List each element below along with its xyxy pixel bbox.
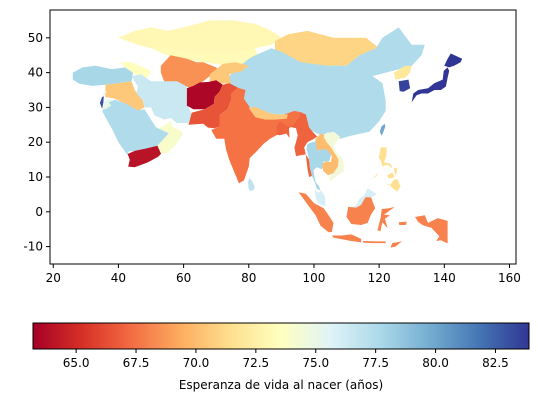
region-taiwan[interactable] (379, 123, 386, 136)
colorbar-ticks: 65.0 67.5 70.0 72.5 75.0 77.5 80.0 82.5 (63, 349, 509, 370)
colorbar-tick-label: 77.5 (362, 356, 389, 370)
region-japan[interactable] (411, 53, 463, 103)
colorbar-tick-label: 70.0 (183, 356, 210, 370)
region-turkmenistan-uzbek[interactable] (160, 55, 220, 89)
region-nepal-bhutan[interactable] (248, 106, 288, 120)
colorbar (32, 322, 530, 350)
region-vietnam[interactable] (323, 132, 345, 182)
x-tick-label: 100 (303, 271, 326, 285)
x-tick-label: 120 (368, 271, 391, 285)
region-iran[interactable] (131, 74, 192, 124)
region-china[interactable] (229, 27, 425, 139)
map-regions (72, 20, 463, 248)
colorbar-tick-label: 65.0 (63, 356, 90, 370)
region-korea-south[interactable] (398, 79, 411, 92)
region-kyrgyz-tajik[interactable] (209, 62, 249, 84)
colorbar-tick-label: 82.5 (482, 356, 509, 370)
region-saudi-arabia[interactable] (102, 99, 169, 155)
colorbar-tick-label: 75.0 (302, 356, 329, 370)
region-sri-lanka[interactable] (248, 177, 255, 192)
region-korea-north[interactable] (393, 65, 412, 80)
region-jordan-lebanon[interactable] (102, 91, 116, 110)
region-india[interactable] (211, 87, 303, 184)
x-tick-label: 80 (241, 271, 256, 285)
region-israel[interactable] (99, 96, 104, 109)
y-tick-label: 10 (28, 170, 43, 184)
y-tick-label: 50 (28, 31, 43, 45)
x-tick-label: 20 (46, 271, 61, 285)
region-iraq-syria[interactable] (105, 81, 145, 111)
region-oman-uae[interactable] (155, 121, 183, 154)
region-laos-cambodia[interactable] (315, 133, 339, 176)
colorbar-tick-label: 80.0 (422, 356, 449, 370)
y-tick-label: 30 (28, 100, 43, 114)
region-yemen[interactable] (127, 145, 162, 168)
region-caucasus[interactable] (120, 62, 151, 78)
x-tick-label: 60 (176, 271, 191, 285)
region-thailand[interactable] (306, 141, 331, 191)
x-tick-label: 160 (498, 271, 521, 285)
region-mongolia[interactable] (274, 30, 380, 66)
region-malaysia[interactable] (314, 188, 377, 208)
region-indonesia[interactable] (298, 192, 448, 248)
y-tick-label: 20 (28, 135, 43, 149)
region-bangladesh-myanmar[interactable] (276, 112, 318, 177)
x-axis: 20 40 60 80 100 120 140 160 (46, 264, 521, 285)
region-turkey[interactable] (72, 65, 134, 86)
y-axis: -10 0 10 20 30 40 50 (23, 31, 50, 254)
colorbar-tick-label: 72.5 (242, 356, 269, 370)
colorbar-label: Esperanza de vida al nacer (años) (179, 378, 383, 392)
y-tick-label: 0 (35, 205, 43, 219)
region-kazakhstan[interactable] (151, 48, 259, 66)
y-tick-label: -10 (23, 240, 43, 254)
x-tick-label: 40 (111, 271, 126, 285)
colorbar-tick-label: 67.5 (123, 356, 150, 370)
y-tick-label: 40 (28, 66, 43, 80)
region-philippines[interactable] (370, 147, 401, 192)
map-axes-frame (49, 9, 517, 265)
x-tick-label: 140 (433, 271, 456, 285)
region-afghanistan[interactable] (186, 80, 223, 110)
region-pakistan[interactable] (188, 83, 240, 129)
